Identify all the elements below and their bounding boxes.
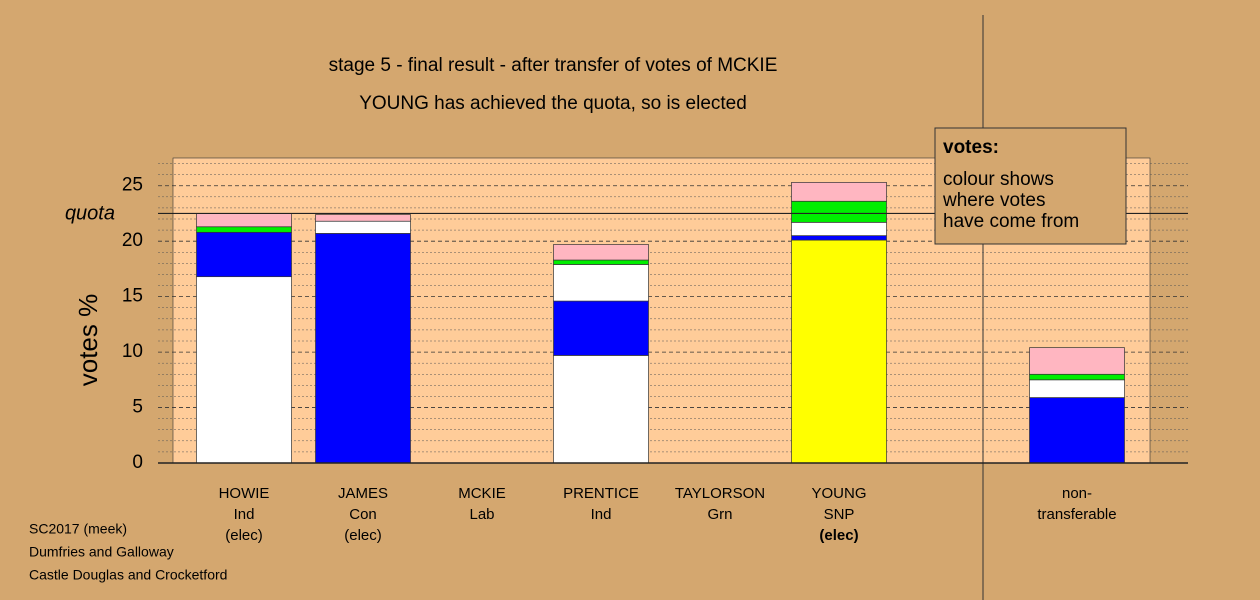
x-tick-label: TAYLORSON — [675, 485, 765, 502]
bar-segment — [315, 220, 411, 234]
x-tick-label: (elec) — [344, 527, 382, 544]
info-title: votes: — [943, 137, 999, 158]
bar-segment — [791, 235, 887, 241]
footer: SC2017 (meek) — [29, 521, 127, 537]
x-tick-label: Grn — [707, 506, 732, 523]
x-tick-label: Con — [349, 506, 377, 523]
y-tick-label: 20 — [122, 230, 143, 251]
bar-segment — [196, 231, 292, 278]
x-tick-label: Ind — [234, 506, 255, 523]
quota-label: quota — [65, 203, 115, 225]
bar-segment — [791, 182, 887, 202]
x-tick-label: (elec) — [225, 527, 263, 544]
bar-segment — [315, 214, 411, 222]
y-axis-label: votes % — [73, 294, 103, 387]
plot: 0 5 10 15 20 25 HOWIE Ind (elec) JAMES Con (elec) MC… — [65, 163, 1188, 544]
bar-segment — [315, 233, 411, 464]
x-tick-label: JAMES — [338, 485, 388, 502]
x-tick-label: Lab — [469, 506, 494, 523]
chart-title: stage 5 - final result - after transfer … — [329, 55, 778, 76]
bar-segment — [553, 355, 649, 464]
x-tick-label: transferable — [1037, 506, 1116, 523]
bar-segment — [553, 244, 649, 261]
bar-segment — [1029, 347, 1125, 375]
bar-segment — [791, 200, 887, 223]
y-tick-label: 10 — [122, 341, 143, 362]
y-tick-label: 25 — [122, 175, 143, 196]
info-line: colour shows — [943, 169, 1054, 190]
y-tick-label: 0 — [132, 452, 143, 473]
bar-segment — [553, 259, 649, 265]
bar-segment — [553, 264, 649, 302]
bar-segment — [196, 213, 292, 228]
bar-segment — [791, 239, 887, 464]
y-tick-label: 5 — [132, 397, 143, 418]
x-tick-label: SNP — [824, 506, 855, 523]
bar-segment — [1029, 379, 1125, 398]
x-tick-label: (elec) — [819, 527, 858, 544]
bar-segment — [1029, 373, 1125, 381]
y-tick-label: 15 — [122, 286, 143, 307]
x-tick-label: MCKIE — [458, 485, 506, 502]
info-line: where votes — [942, 190, 1045, 211]
bar-segment — [553, 300, 649, 356]
x-tick-label: YOUNG — [811, 485, 866, 502]
bar-segment — [791, 221, 887, 236]
footer: Dumfries and Galloway — [29, 544, 174, 560]
footer: Castle Douglas and Crocketford — [29, 567, 227, 583]
x-tick-label: Ind — [591, 506, 612, 523]
x-tick-label: HOWIE — [219, 485, 270, 502]
info-box — [934, 127, 1127, 245]
x-tick-label: non- — [1062, 485, 1092, 502]
info-line: have come from — [943, 211, 1079, 232]
bar-segment — [196, 276, 292, 464]
x-tick-label: PRENTICE — [563, 485, 639, 502]
bar-segment — [196, 226, 292, 233]
chart-subtitle: YOUNG has achieved the quota, so is elec… — [359, 93, 747, 114]
bar-segment — [1029, 397, 1125, 464]
